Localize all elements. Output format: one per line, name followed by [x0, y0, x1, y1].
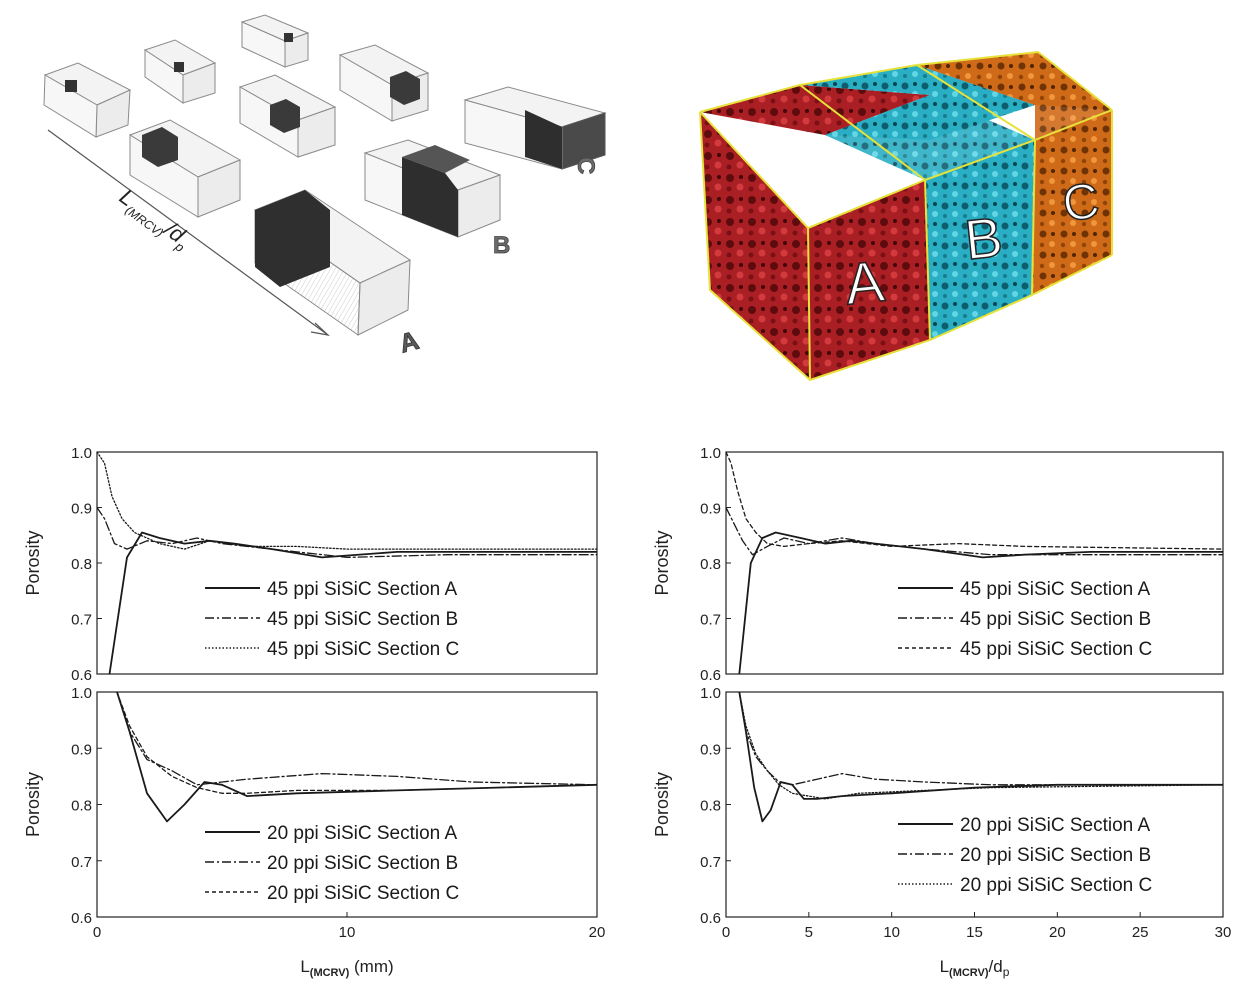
- legend-label-3: 45 ppi SiSiC Section C: [267, 639, 459, 660]
- foam-render-panel: A B C: [680, 40, 1150, 390]
- series-line-3: [726, 452, 1223, 550]
- legend-label-2: 20 ppi SiSiC Section B: [267, 853, 458, 874]
- tag-c: C: [572, 157, 599, 174]
- series-line-1: [738, 692, 1223, 823]
- box-large-a: [253, 189, 412, 336]
- chart-4: 1.0 0.9 0.8 0.7 0.60 5 10 15 20 25 30 Porosity L(MCR…: [652, 685, 1231, 979]
- series-line-1: [116, 692, 597, 823]
- foam-label-a: A: [842, 249, 888, 318]
- box-small-2: [143, 39, 217, 104]
- x-tick-label: 0: [722, 924, 730, 941]
- x-axis-label: L(MCRV) (mm): [300, 957, 393, 979]
- y-tick-label: 0.7: [71, 854, 92, 871]
- box-medium-1: [128, 119, 242, 218]
- foam-section-c-front: [1032, 110, 1112, 295]
- foam-label-c: C: [1059, 172, 1103, 232]
- y-tick-label: 1.0: [71, 445, 92, 462]
- box-medium-3: [338, 44, 430, 122]
- x-axis-label: L(MCRV)/dp: [940, 957, 1010, 979]
- legend-label-1: 20 ppi SiSiC Section A: [960, 815, 1150, 836]
- legend-label-1: 45 ppi SiSiC Section A: [267, 579, 457, 600]
- y-axis-label: Porosity: [652, 530, 672, 595]
- y-tick-label: 0.9: [700, 501, 721, 518]
- x-tick-label: 10: [339, 924, 356, 941]
- x-tick-label: 10: [883, 924, 900, 941]
- series-line-3: [116, 692, 597, 794]
- foam-render: A B C: [699, 50, 1113, 382]
- porosity-chart-mm: 1.0 0.9 0.8 0.7 0.6 Porosity 45 ppi SiSiC Sect…: [23, 445, 605, 979]
- legend-label-2: 45 ppi SiSiC Section B: [960, 609, 1151, 630]
- series-line-2: [116, 692, 597, 786]
- y-tick-label: 0.9: [71, 501, 92, 518]
- series-line-3: [97, 452, 597, 550]
- legend-label-3: 20 ppi SiSiC Section C: [960, 875, 1152, 896]
- x-tick-label: 20: [589, 924, 606, 941]
- mrcv-arrowhead: [310, 322, 330, 336]
- foam-section-c-mid: [917, 52, 1112, 140]
- x-tick-label: 30: [1215, 924, 1232, 941]
- mrcv-schematic-panel: L(MRCV)/dp C B A: [30, 5, 630, 390]
- y-tick-label: 0.6: [700, 667, 721, 684]
- y-tick-label: 1.0: [71, 685, 92, 702]
- y-tick-label: 0.7: [700, 854, 721, 871]
- mrcv-schematic: L(MRCV)/dp C B A: [43, 14, 607, 359]
- y-tick-label: 0.9: [71, 741, 92, 758]
- legend-label-2: 20 ppi SiSiC Section B: [960, 845, 1151, 866]
- legend-label-1: 45 ppi SiSiC Section A: [960, 579, 1150, 600]
- y-tick-label: 0.9: [700, 741, 721, 758]
- chart-panel-mm: 1.0 0.9 0.8 0.7 0.6 Porosity 45 ppi SiSiC Sect…: [0, 420, 625, 987]
- x-tick-label: 20: [1049, 924, 1066, 941]
- y-tick-label: 0.7: [71, 612, 92, 629]
- x-tick-label: 25: [1132, 924, 1149, 941]
- tag-b: B: [493, 232, 510, 259]
- porosity-chart-dp: 1.0 0.9 0.8 0.7 0.6 Porosity 45 ppi SiSiC Sect…: [652, 445, 1231, 979]
- axis-label-sub: (MRCV): [123, 203, 166, 240]
- box-wide-b: [363, 139, 502, 238]
- mrcv-arrow: [47, 129, 329, 336]
- series-line-3: [738, 692, 1223, 800]
- legend-label-3: 45 ppi SiSiC Section C: [960, 639, 1152, 660]
- y-tick-label: 0.6: [71, 910, 92, 927]
- y-tick-label: 1.0: [700, 685, 721, 702]
- legend-label-3: 20 ppi SiSiC Section C: [267, 883, 459, 904]
- y-axis-label: Porosity: [23, 530, 43, 595]
- x-tick-label: 0: [93, 924, 101, 941]
- x-tick-label: 5: [805, 924, 813, 941]
- y-tick-label: 0.8: [71, 556, 92, 573]
- y-tick-label: 0.6: [71, 667, 92, 684]
- y-tick-label: 0.8: [700, 556, 721, 573]
- chart-2: 1.0 0.9 0.8 0.7 0.60 10 20 Porosity L(MCRV) (mm)…: [23, 685, 605, 979]
- y-axis-label: Porosity: [652, 772, 672, 837]
- box-medium-2: [238, 74, 337, 158]
- x-tick-label: 15: [966, 924, 983, 941]
- y-axis-label: Porosity: [23, 772, 43, 837]
- box-small-3: [240, 14, 310, 68]
- series-line-2: [97, 506, 597, 559]
- foam-label-b: B: [962, 205, 1006, 272]
- chart-panel-dp: 1.0 0.9 0.8 0.7 0.6 Porosity 45 ppi SiSiC Sect…: [625, 420, 1243, 987]
- box-small-1: [43, 62, 132, 138]
- box-wide-c: [463, 86, 607, 170]
- y-tick-label: 0.8: [71, 798, 92, 815]
- foam-section-a-front: [808, 180, 930, 380]
- foam-section-b-front: [925, 140, 1035, 340]
- y-tick-label: 0.6: [700, 910, 721, 927]
- y-tick-label: 1.0: [700, 445, 721, 462]
- legend-label-2: 45 ppi SiSiC Section B: [267, 609, 458, 630]
- y-tick-label: 0.8: [700, 798, 721, 815]
- foam-frame: [699, 50, 1113, 382]
- y-tick-label: 0.7: [700, 612, 721, 629]
- chart-3: 1.0 0.9 0.8 0.7 0.6 Porosity 45 ppi SiSiC Sect…: [652, 445, 1224, 684]
- tag-a: A: [396, 325, 422, 359]
- legend-label-1: 20 ppi SiSiC Section A: [267, 823, 457, 844]
- series-line-2: [738, 692, 1223, 786]
- chart-1: 1.0 0.9 0.8 0.7 0.6 Porosity 45 ppi SiSiC Sect…: [23, 445, 598, 684]
- foam-section-a-side: [700, 112, 810, 380]
